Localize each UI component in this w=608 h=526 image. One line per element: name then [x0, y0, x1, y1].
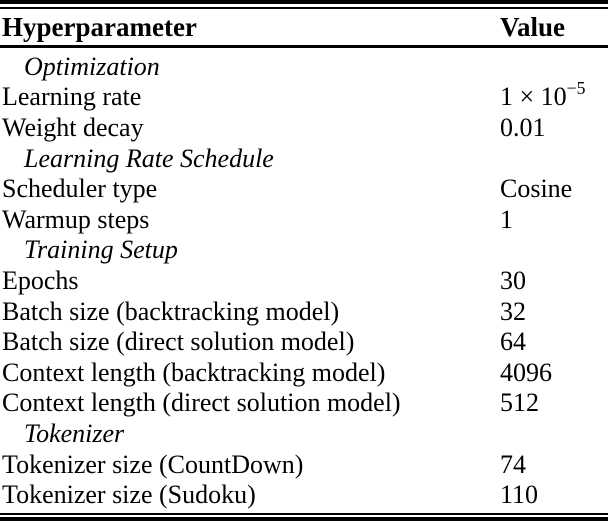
param-value: 74	[500, 449, 526, 479]
value-exponent: −5	[566, 77, 586, 98]
section-row: Learning Rate Schedule	[0, 143, 608, 174]
column-header-hyperparameter: Hyperparameter	[2, 11, 197, 42]
param-value: 32	[500, 296, 526, 326]
param-value: 1	[500, 204, 513, 234]
param-label: Context length (backtracking model)	[2, 357, 386, 387]
top-rule-thick	[0, 0, 608, 4]
bottom-rule-thick	[0, 516, 608, 521]
table-row: Scheduler type Cosine	[0, 174, 608, 205]
section-label: Training Setup	[24, 235, 178, 265]
table-row: Tokenizer size (CountDown) 74	[0, 449, 608, 480]
param-value: 110	[500, 480, 539, 510]
param-label: Tokenizer size (CountDown)	[2, 449, 304, 479]
header-rule	[0, 45, 608, 48]
top-rule-thin	[0, 7, 608, 9]
param-label: Weight decay	[2, 112, 144, 142]
table-header-row: Hyperparameter Value	[0, 9, 608, 45]
param-label: Tokenizer size (Sudoku)	[2, 480, 256, 510]
table-row: Epochs 30	[0, 266, 608, 297]
table-row: Tokenizer size (Sudoku) 110	[0, 480, 608, 511]
table-row: Batch size (direct solution model) 64	[0, 327, 608, 358]
param-label: Batch size (backtracking model)	[2, 296, 340, 326]
param-value: 1 × 10−5	[500, 77, 586, 112]
param-value: 4096	[500, 357, 552, 387]
section-label: Tokenizer	[24, 418, 125, 448]
param-label: Batch size (direct solution model)	[2, 327, 355, 357]
param-label: Warmup steps	[2, 204, 150, 234]
table-row: Weight decay 0.01	[0, 113, 608, 144]
param-value: Cosine	[500, 174, 573, 204]
param-value: 30	[500, 265, 526, 295]
param-label: Learning rate	[2, 82, 142, 112]
table-row: Context length (direct solution model) 51…	[0, 388, 608, 419]
section-row: Optimization	[0, 52, 608, 83]
param-label: Epochs	[2, 265, 79, 295]
section-row: Tokenizer	[0, 419, 608, 450]
section-row: Training Setup	[0, 235, 608, 266]
param-label: Context length (direct solution model)	[2, 388, 401, 418]
column-header-value: Value	[500, 11, 566, 42]
table-row: Warmup steps 1	[0, 204, 608, 235]
param-label: Scheduler type	[2, 174, 158, 204]
table-row: Context length (backtracking model) 4096	[0, 357, 608, 388]
table-row: Learning rate 1 × 10−5	[0, 77, 608, 113]
table-row: Batch size (backtracking model) 32	[0, 296, 608, 327]
section-label: Optimization	[24, 51, 160, 81]
table-body: Optimization Learning rate 1 × 10−5 Weight …	[0, 48, 608, 514]
param-value: 512	[500, 388, 539, 418]
param-value: 64	[500, 327, 526, 357]
param-value: 0.01	[500, 112, 546, 142]
section-label: Learning Rate Schedule	[24, 143, 274, 173]
bottom-rule-thin	[0, 513, 608, 516]
